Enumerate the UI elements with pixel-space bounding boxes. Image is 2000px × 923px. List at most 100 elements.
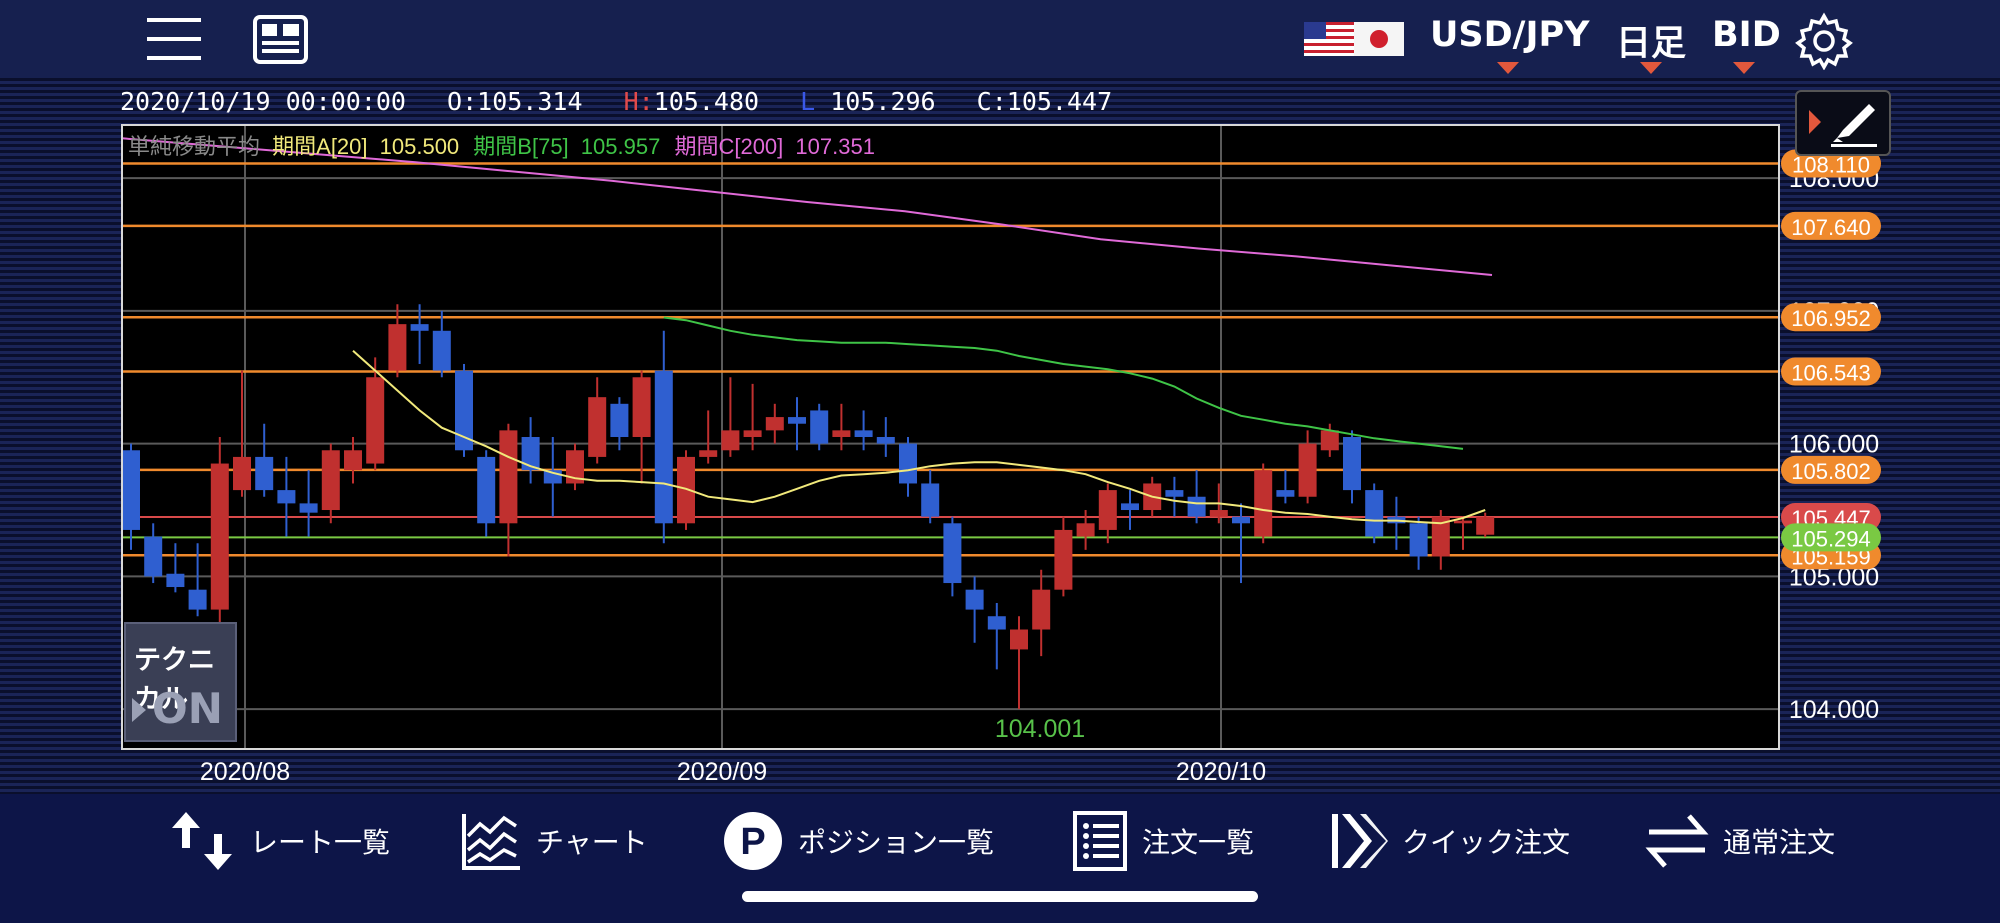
candle (965, 589, 984, 610)
candle (1476, 517, 1495, 535)
candle (1298, 443, 1317, 497)
candle (188, 589, 207, 610)
nav-rate-list[interactable]: レート一覧 (170, 806, 390, 876)
candle (677, 456, 695, 524)
ma-c-value: 107.351 (795, 134, 875, 159)
moving-averages (121, 137, 1493, 525)
ma-b-label: 期間B[75] (473, 134, 568, 159)
candle (1165, 490, 1184, 497)
position-p-icon: P (724, 812, 782, 870)
technical-toggle[interactable]: テクニカル ON (124, 622, 237, 742)
candle (144, 536, 163, 577)
nav-label: クイック注文 (1402, 826, 1571, 859)
price-level-badge-text: 107.640 (1791, 215, 1871, 240)
candle (699, 450, 718, 457)
candle (1010, 629, 1028, 650)
ask-badge-text: 105.294 (1791, 526, 1871, 551)
candle (1454, 520, 1472, 524)
currency-flags-icon (1304, 22, 1404, 56)
ma-a-line (352, 349, 1486, 525)
ma-b-line (663, 316, 1464, 450)
candle (566, 450, 584, 484)
candle (499, 430, 518, 524)
candle (210, 463, 229, 610)
order-list-icon (1073, 811, 1127, 871)
candle (1343, 437, 1361, 491)
candle (410, 324, 429, 331)
y-tick-label: 106.000 (1789, 431, 1879, 459)
gear-icon[interactable] (1795, 12, 1853, 70)
candle (388, 324, 407, 371)
x-tick-label: 2020/08 (200, 758, 290, 786)
candle (432, 330, 451, 371)
period-dropdown-caret[interactable] (1640, 62, 1662, 74)
ma-c-line (121, 137, 1493, 276)
ohlc-readout: 2020/10/19 00:00:00 O:105.314 H:105.480 … (120, 84, 1112, 120)
candle (1187, 496, 1206, 517)
high-value: 105.480 (653, 87, 760, 116)
menu-icon[interactable] (145, 16, 203, 62)
nav-label: レート一覧 (250, 826, 391, 859)
period-label[interactable]: 日足 (1616, 24, 1687, 64)
price-badges: 108.110107.640106.952106.543105.802105.1… (1781, 149, 1881, 570)
up-down-arrows-icon (172, 812, 232, 870)
candle (765, 417, 784, 431)
close-label: C: (976, 87, 1007, 116)
high-label: H: (623, 87, 654, 116)
candle (721, 430, 740, 451)
home-indicator (742, 891, 1258, 902)
candle (632, 377, 651, 437)
candle (321, 450, 340, 511)
low-label: L (800, 87, 816, 116)
price-level-badge-text: 106.543 (1791, 361, 1871, 386)
ma-a-value: 105.500 (380, 134, 460, 159)
candle (876, 437, 895, 444)
x-tick-label: 2020/09 (677, 758, 767, 786)
chart-icon (462, 814, 520, 870)
nav-label: 通常注文 (1723, 826, 1836, 859)
nav-label: チャート (536, 826, 648, 859)
draw-tool-button[interactable] (1795, 90, 1891, 156)
candle (1431, 516, 1450, 557)
toggle-arrow-icon (132, 698, 146, 722)
candle (743, 430, 762, 437)
candle (1276, 490, 1295, 497)
candle (299, 503, 318, 513)
y-tick-label: 104.000 (1789, 696, 1879, 724)
nav-position-list[interactable]: P ポジション一覧 (722, 806, 994, 876)
candle (854, 430, 873, 437)
candle (1365, 490, 1384, 537)
nav-quick-order[interactable]: クイック注文 (1330, 806, 1570, 876)
price-type-dropdown-caret[interactable] (1733, 62, 1755, 74)
low-marker-label: 104.001 (995, 715, 1085, 743)
nav-order-list[interactable]: 注文一覧 (1072, 806, 1254, 876)
x-tick-label: 2020/10 (1176, 758, 1266, 786)
nav-normal-order[interactable]: 通常注文 (1645, 806, 1835, 876)
candle (987, 616, 1006, 630)
price-level-badge-text: 106.952 (1791, 306, 1871, 331)
candle (1254, 470, 1273, 537)
candle (366, 377, 385, 464)
candle (1209, 510, 1228, 517)
nav-chart[interactable]: チャート (460, 806, 648, 876)
ma-legend-name: 単純移動平均 (128, 134, 260, 159)
close-value: 105.447 (1006, 87, 1113, 116)
currency-pair-label[interactable]: USD/JPY (1430, 15, 1590, 55)
open-label: O: (447, 87, 478, 116)
candle (788, 417, 806, 424)
candle (477, 456, 496, 524)
price-level-badge-text: 108.110 (1792, 153, 1870, 178)
price-type-label[interactable]: BID (1712, 15, 1781, 55)
price-level-badge-text: 105.802 (1791, 459, 1871, 484)
candle (1320, 430, 1339, 451)
ma-a-label: 期間A[20] (272, 134, 367, 159)
candle (521, 437, 540, 471)
open-value: 105.314 (477, 87, 583, 116)
price-level-badge (1781, 455, 1881, 484)
layout-icon[interactable] (252, 14, 310, 66)
price-level-badge (1781, 357, 1881, 386)
plot-area[interactable] (122, 125, 1779, 749)
pair-dropdown-caret[interactable] (1497, 62, 1519, 74)
